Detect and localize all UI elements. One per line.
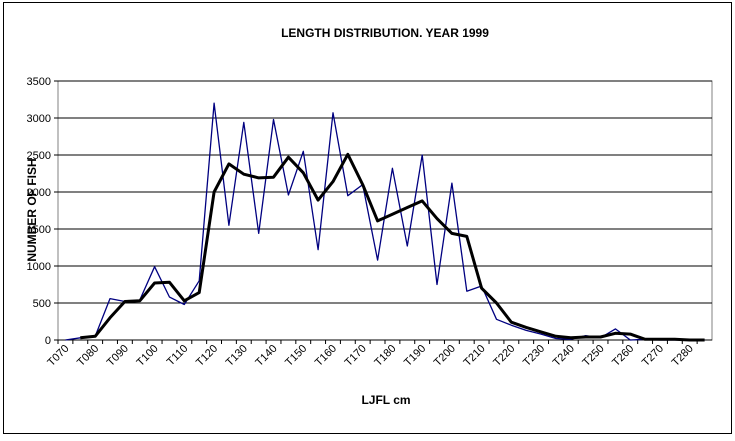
y-tick-label: 3500 <box>27 76 51 88</box>
y-tick-label: 2500 <box>27 150 51 162</box>
y-tick-label: 1500 <box>27 224 51 236</box>
chart-title: LENGTH DISTRIBUTION. YEAR 1999 <box>281 26 489 40</box>
y-tick-label: 2000 <box>27 187 51 199</box>
y-tick-label: 3000 <box>27 113 51 125</box>
y-axis-label: NUMBER OF FISH <box>25 158 39 261</box>
y-tick-label: 1000 <box>27 261 51 273</box>
x-axis-label: LJFL cm <box>361 393 410 407</box>
y-tick-label: 0 <box>45 335 51 347</box>
series-line <box>80 152 705 342</box>
y-tick-label: 500 <box>33 298 51 310</box>
